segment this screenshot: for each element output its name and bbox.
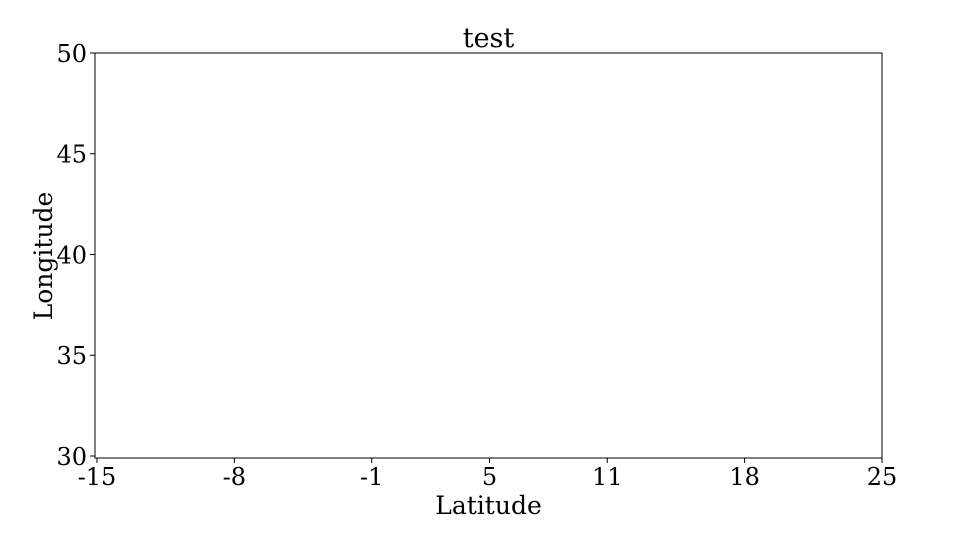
y-tick-label: 35	[56, 342, 87, 370]
x-axis-ticks: -15 -8 -1 5 11 18 25	[78, 458, 898, 491]
y-axis-ticks: 30 35 40 45 50	[56, 40, 95, 471]
x-tick-label: 18	[729, 463, 760, 491]
y-tick-label: 50	[56, 40, 87, 68]
x-tick-label: -8	[223, 463, 246, 491]
x-tick-label: 11	[592, 463, 623, 491]
chart-title: test	[463, 23, 515, 54]
x-tick-label: -1	[360, 463, 383, 491]
x-tick-label: 5	[482, 463, 497, 491]
x-tick-label: -15	[78, 463, 117, 491]
x-tick-label: 25	[867, 463, 898, 491]
axes-frame	[94, 52, 883, 459]
y-tick-label: 45	[56, 141, 87, 169]
y-tick-label: 30	[56, 443, 87, 471]
y-axis-label: Longitude	[29, 192, 58, 321]
plot-area	[94, 52, 883, 459]
y-tick-label: 40	[56, 241, 87, 269]
x-axis-label: Latitude	[435, 491, 542, 520]
